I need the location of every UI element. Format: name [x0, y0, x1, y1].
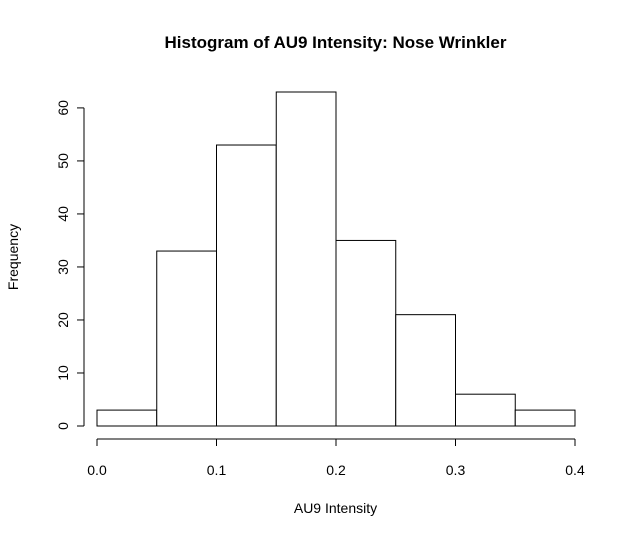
y-axis-label: Frequency — [5, 224, 21, 290]
x-tick-label: 0.4 — [565, 462, 585, 478]
histogram-bar-1 — [156, 250, 217, 427]
y-tick-label: 50 — [55, 153, 71, 169]
y-tick-label: 60 — [55, 100, 71, 116]
histogram-bar-5 — [395, 314, 456, 427]
x-tick-label: 0.0 — [87, 462, 107, 478]
histogram-bar-6 — [455, 393, 516, 427]
y-tick-label: 20 — [55, 312, 71, 328]
x-tick-label: 0.1 — [207, 462, 227, 478]
histogram-bar-7 — [514, 409, 576, 427]
x-tick-label: 0.3 — [446, 462, 466, 478]
y-tick-label: 30 — [55, 259, 71, 275]
histogram-bar-0 — [96, 409, 158, 427]
y-tick-label: 40 — [55, 206, 71, 222]
chart-title: Histogram of AU9 Intensity: Nose Wrinkle… — [165, 33, 507, 52]
y-tick-label: 10 — [55, 365, 71, 381]
x-tick-label: 0.2 — [326, 462, 346, 478]
y-tick-label: 0 — [55, 422, 71, 430]
y-axis: 0 10 20 30 40 50 60 — [55, 100, 85, 430]
bars-group — [96, 91, 576, 427]
x-axis: 0.0 0.1 0.2 0.3 0.4 — [87, 438, 585, 478]
histogram-bar-2 — [216, 144, 277, 427]
histogram-bar-4 — [335, 239, 397, 427]
x-axis-label: AU9 Intensity — [294, 500, 377, 516]
histogram-bar-3 — [275, 91, 337, 427]
